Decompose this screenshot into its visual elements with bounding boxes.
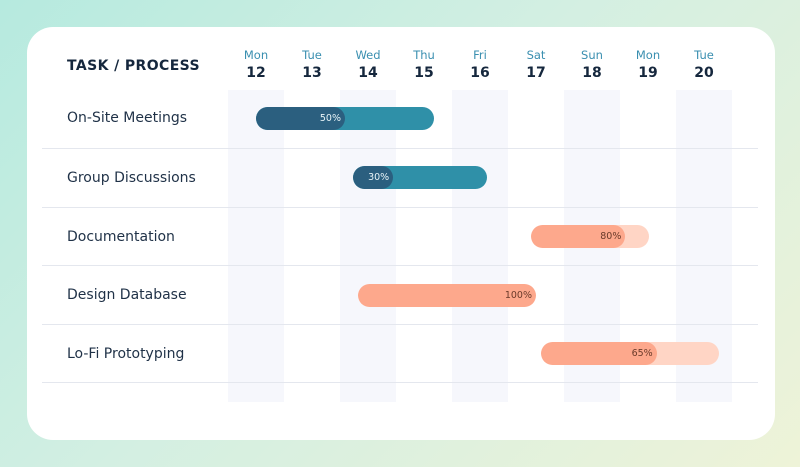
day-header: Wed 14: [340, 48, 396, 81]
row-divider: [42, 148, 758, 149]
row-divider: [42, 265, 758, 266]
day-number: 14: [358, 65, 378, 81]
column-stripe: [228, 90, 284, 402]
day-number: 15: [414, 65, 434, 81]
progress-fill: [541, 342, 657, 365]
day-name: Tue: [694, 48, 714, 62]
task-bar-on-site-meetings[interactable]: 50%: [256, 107, 434, 130]
day-header: Tue 13: [284, 48, 340, 81]
progress-fill: [353, 166, 394, 189]
day-number: 12: [246, 65, 266, 81]
day-name: Mon: [243, 48, 269, 62]
day-number: 13: [302, 65, 322, 81]
day-header: Sun 18: [564, 48, 620, 81]
day-name: Mon: [635, 48, 661, 62]
column-stripe: [340, 90, 396, 402]
progress-fill: [531, 225, 626, 248]
day-number: 17: [526, 65, 546, 81]
progress-fill: [256, 107, 345, 130]
day-name: Sun: [581, 48, 603, 62]
row-divider: [42, 382, 758, 383]
progress-label: 50%: [319, 113, 341, 124]
day-header: Thu 15: [396, 48, 452, 81]
column-header-task-process: TASK / PROCESS: [67, 58, 201, 74]
progress-label: 100%: [504, 290, 532, 301]
progress-label: 80%: [600, 231, 622, 242]
task-label-design-database: Design Database: [67, 287, 187, 303]
day-header: Fri 16: [452, 48, 508, 81]
day-name: Fri: [473, 48, 487, 62]
day-number: 18: [582, 65, 602, 81]
task-label-group-discussions: Group Discussions: [67, 170, 196, 186]
gantt-card: [27, 27, 775, 440]
column-stripe: [452, 90, 508, 402]
task-label-on-site-meetings: On-Site Meetings: [67, 110, 188, 126]
task-label-documentation: Documentation: [67, 229, 175, 245]
day-number: 19: [638, 65, 658, 81]
row-divider: [42, 207, 758, 208]
row-divider: [42, 324, 758, 325]
day-name: Wed: [355, 48, 381, 62]
day-name: Sat: [526, 48, 546, 62]
day-header: Tue 20: [676, 48, 732, 81]
day-header: Sat 17: [508, 48, 564, 81]
task-bar-documentation[interactable]: 80%: [531, 225, 649, 248]
day-header: Mon 19: [620, 48, 676, 81]
task-label-lo-fi-prototyping: Lo-Fi Prototyping: [67, 346, 185, 362]
task-bar-group-discussions[interactable]: 30%: [353, 166, 487, 189]
day-name: Tue: [302, 48, 322, 62]
day-number: 16: [470, 65, 490, 81]
progress-label: 30%: [368, 172, 390, 183]
task-bar-design-database[interactable]: 100%: [358, 284, 536, 307]
progress-fill: [358, 284, 536, 307]
day-name: Thu: [413, 48, 435, 62]
task-bar-lo-fi-prototyping[interactable]: 65%: [541, 342, 719, 365]
progress-label: 65%: [631, 348, 653, 359]
day-number: 20: [694, 65, 714, 81]
day-header: Mon 12: [228, 48, 284, 81]
